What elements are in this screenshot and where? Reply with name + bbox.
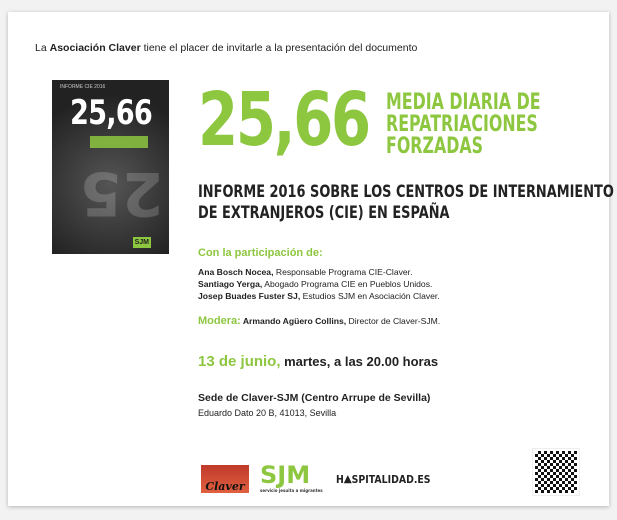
participant: Santiago Yerga, Abogado Programa CIE en … xyxy=(198,279,433,289)
cover-number: 25,66 xyxy=(70,93,153,133)
event-date: 13 de junio, martes, a las 20.00 horas xyxy=(198,353,439,370)
cover-top-text: INFORME CIE 2016 xyxy=(60,84,106,90)
invitation-card: La Asociación Claver tiene el placer de … xyxy=(8,12,614,506)
venue-name: Sede de Claver-SJM (Centro Arrupe de Sev… xyxy=(198,392,431,404)
participant: Josep Buades Fuster SJ, Estudios SJM en … xyxy=(198,291,440,301)
report-title: INFORME 2016 SOBRE LOS CENTROS DE INTERN… xyxy=(198,182,614,223)
claver-logo: Claver xyxy=(201,465,249,493)
cover-logo: SJM xyxy=(132,237,151,248)
hospitalidad-logo: H⛰SPITALIDAD.ES xyxy=(336,473,431,486)
headline-caption: MEDIA DIARIA DE REPATRIACIONES FORZADAS xyxy=(386,90,541,159)
qr-code[interactable] xyxy=(532,448,580,496)
venue-address: Eduardo Dato 20 B, 41013, Sevilla xyxy=(198,408,337,418)
cover-subtitle-band xyxy=(90,136,148,148)
participation-heading: Con la participación de: xyxy=(198,247,323,259)
cover-ghost-number: 25 xyxy=(80,158,164,228)
participants-list: Ana Bosch Nocea, Responsable Programa CI… xyxy=(198,266,440,302)
report-cover-image: INFORME CIE 2016 25,66 25 SJM xyxy=(52,80,169,254)
participant: Ana Bosch Nocea, Responsable Programa CI… xyxy=(198,267,413,277)
intro-text: La Asociación Claver tiene el placer de … xyxy=(35,42,418,54)
headline-number: 25,66 xyxy=(198,77,371,163)
moderator: Modera: Armando Agüero Collins, Director… xyxy=(198,315,441,327)
sjm-logo: SJM servicio jesuita a migrantes xyxy=(260,461,323,493)
